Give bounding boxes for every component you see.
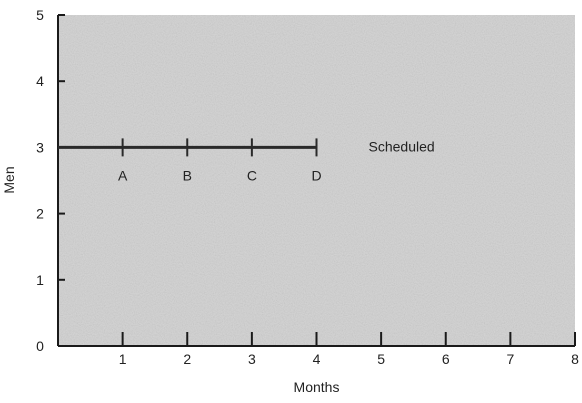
x-tick-label: 2 <box>183 351 191 367</box>
milestone-label: C <box>247 167 257 183</box>
plot-area <box>58 15 575 346</box>
milestone-label: A <box>118 167 128 183</box>
y-tick-label: 3 <box>36 139 44 155</box>
x-tick-label: 4 <box>313 351 321 367</box>
x-tick-label: 6 <box>442 351 450 367</box>
y-tick-label: 5 <box>36 7 44 23</box>
milestone-label: B <box>183 167 192 183</box>
x-tick-label: 5 <box>377 351 385 367</box>
x-tick-label: 1 <box>119 351 127 367</box>
x-tick-label: 8 <box>571 351 579 367</box>
y-axis-title: Men <box>1 166 17 193</box>
x-tick-label: 3 <box>248 351 256 367</box>
y-tick-label: 1 <box>36 272 44 288</box>
x-tick-label: 7 <box>506 351 514 367</box>
y-tick-label: 2 <box>36 206 44 222</box>
series-label: Scheduled <box>369 138 435 154</box>
x-axis-title: Months <box>294 379 340 395</box>
milestone-label: D <box>311 167 321 183</box>
y-tick-label: 0 <box>36 338 44 354</box>
y-tick-label: 4 <box>36 73 44 89</box>
